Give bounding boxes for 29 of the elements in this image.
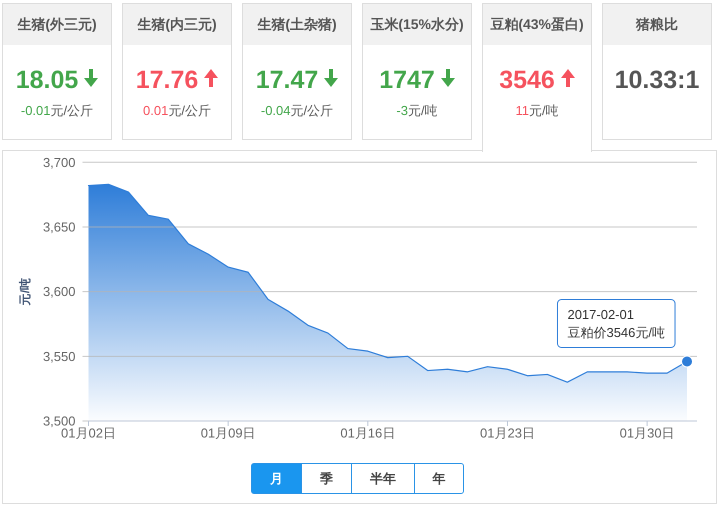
card: 猪粮比 10.33:1 [602, 3, 712, 140]
category-label: 豆粕(43%蛋白) [490, 16, 584, 32]
x-tick-label: 01月09日 [200, 426, 256, 440]
data-label: -0.01元/公斤 [20, 103, 94, 118]
text: 半年 [370, 471, 396, 486]
data-label: 11元/吨 [515, 103, 559, 118]
data-label: -0.04元/公斤 [260, 103, 334, 118]
x-tick-label: 01月30日 [620, 426, 675, 440]
y-tick-label: 3,500 [42, 414, 76, 428]
y-tick-label: 3,650 [42, 219, 76, 234]
data-label: -3元/吨 [396, 103, 438, 118]
text: 月 [270, 471, 283, 486]
category-label: 生猪(外三元) [17, 16, 97, 32]
annotation: 2017-02-01 [567, 307, 634, 322]
text: 年 [432, 471, 446, 486]
x-tick-label: 01月16日 [340, 426, 396, 440]
y-axis-title: 元/吨 [18, 278, 32, 306]
category-label: 玉米(15%水分) [370, 16, 464, 32]
y-tick-label: 3,700 [42, 154, 76, 170]
x-tick-label: 01月23日 [480, 426, 535, 440]
data-label: 0.01元/公斤 [143, 103, 211, 118]
y-tick-label: 3,550 [42, 348, 76, 364]
category-label: 猪粮比 [636, 16, 678, 32]
category-label: 生猪(土杂猪) [257, 16, 337, 32]
category-label: 生猪(内三元) [137, 16, 217, 32]
y-tick-label: 3,600 [42, 284, 76, 300]
x-tick-label: 01月02日 [61, 426, 116, 440]
text: 季 [320, 471, 333, 486]
annotation: 豆粕价3546元/吨 [567, 325, 666, 340]
